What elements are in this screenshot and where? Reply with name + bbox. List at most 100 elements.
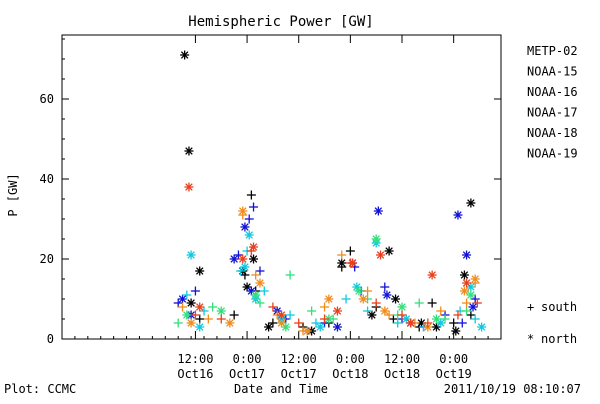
data-point-south	[268, 318, 278, 328]
data-point-north	[277, 310, 286, 320]
data-point-south	[380, 282, 390, 292]
data-point-north	[186, 298, 196, 308]
data-point-north	[466, 290, 476, 300]
data-point-south	[345, 246, 355, 256]
legend-north-label: north	[541, 332, 577, 346]
data-point-north	[477, 322, 487, 332]
data-point-south	[414, 298, 424, 308]
data-point-north	[375, 250, 385, 260]
data-point-north	[315, 322, 325, 332]
data-point-south	[255, 266, 265, 276]
data-point-north	[182, 310, 192, 320]
data-point-south	[307, 306, 317, 316]
x-tick-label-time: 12:00	[281, 352, 317, 366]
data-point-north	[348, 258, 358, 268]
data-point-north	[459, 286, 469, 296]
x-tick-label-date: Oct16	[177, 367, 213, 381]
x-tick-label-date: Oct18	[384, 367, 420, 381]
data-point-south	[462, 298, 472, 308]
x-tick-label-time: 0:00	[336, 352, 365, 366]
data-point-north	[244, 230, 254, 240]
x-axis-label: Date and Time	[234, 382, 328, 396]
y-axis-ticks: 0 20 40 60	[40, 38, 501, 346]
data-point-north	[238, 254, 248, 264]
data-point-north	[371, 234, 381, 244]
data-point-south	[311, 318, 321, 328]
data-point-south	[285, 310, 295, 320]
data-point-north	[470, 274, 480, 284]
data-point-south	[337, 250, 347, 260]
data-point-north	[436, 318, 446, 328]
data-point-north	[302, 326, 312, 336]
data-point-north	[337, 258, 347, 268]
data-point-south	[449, 318, 459, 328]
data-point-north	[184, 182, 194, 192]
data-point-south	[244, 214, 254, 224]
legend-south-symbol: +	[527, 300, 534, 314]
data-point-north	[382, 290, 392, 300]
data-point-north	[427, 270, 437, 280]
data-point-north	[358, 294, 368, 304]
data-point-south	[472, 298, 482, 308]
data-point-south	[388, 314, 398, 324]
x-axis-ticks: 12:00Oct160:00Oct1712:00Oct170:00Oct1812…	[61, 35, 502, 381]
data-point-south	[423, 318, 433, 328]
data-point-south	[427, 298, 437, 308]
data-point-north	[406, 318, 416, 328]
legend-south-label: south	[541, 300, 577, 314]
data-point-south	[255, 298, 265, 308]
data-point-south	[195, 314, 205, 324]
data-point-north	[255, 278, 265, 288]
data-point-south	[203, 314, 213, 324]
data-point-north	[249, 242, 259, 252]
data-point-south	[229, 310, 239, 320]
data-point-south	[440, 314, 450, 324]
data-point-north	[186, 318, 196, 328]
chart-title: Hemispheric Power [GW]	[188, 14, 373, 30]
plot-credit: Plot: CCMC	[4, 382, 76, 396]
data-point-north	[178, 294, 188, 304]
data-point-north	[229, 254, 239, 264]
y-tick-label: 20	[40, 252, 54, 266]
data-point-south	[173, 298, 183, 308]
data-point-south	[233, 250, 243, 260]
data-point-south	[363, 286, 373, 296]
data-point-south	[393, 318, 403, 328]
data-point-north	[186, 250, 196, 260]
y-tick-label: 0	[47, 332, 54, 346]
data-point-south	[350, 262, 360, 272]
data-point-north	[264, 322, 274, 332]
legend-entry: NOAA-19	[527, 147, 578, 161]
plot-frame	[61, 34, 502, 340]
data-point-south	[457, 318, 467, 328]
legend: METP-02 NOAA-15 NOAA-16 NOAA-17 NOAA-18 NOAA-…	[527, 44, 578, 346]
data-point-south	[466, 310, 476, 320]
data-point-north	[195, 302, 205, 312]
data-point-south	[190, 286, 200, 296]
y-axis-label: P [GW]	[6, 173, 20, 216]
legend-entry: NOAA-18	[527, 126, 578, 140]
data-point-north	[453, 210, 463, 220]
x-tick-label-time: 0:00	[233, 352, 262, 366]
data-point-north	[225, 318, 235, 328]
data-point-north	[238, 206, 248, 216]
data-point-south	[246, 246, 256, 256]
data-point-south	[268, 302, 278, 312]
data-point-north	[354, 286, 364, 296]
data-point-north	[180, 50, 190, 60]
data-point-north	[249, 254, 259, 264]
data-point-south	[371, 298, 381, 308]
data-point-north	[462, 278, 472, 288]
data-point-south	[363, 306, 373, 316]
data-point-north	[332, 306, 342, 316]
data-point-south	[453, 310, 463, 320]
legend-north-symbol: *	[527, 332, 534, 346]
data-point-south	[259, 286, 269, 296]
x-tick-label-time: 0:00	[439, 352, 468, 366]
data-point-north	[468, 302, 478, 312]
x-tick-label-date: Oct17	[229, 367, 265, 381]
data-point-south	[249, 202, 259, 212]
data-point-south	[470, 294, 480, 304]
data-point-north	[240, 262, 250, 272]
